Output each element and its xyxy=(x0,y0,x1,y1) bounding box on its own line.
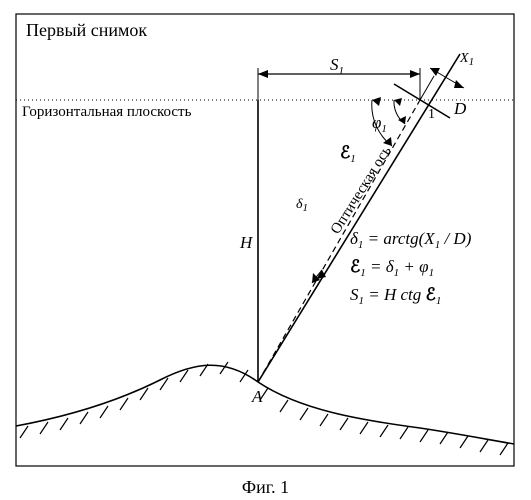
s1-arrow-right xyxy=(410,70,420,78)
delta1-label: δ1 xyxy=(296,197,308,214)
terrain-curve xyxy=(16,365,514,444)
eps1-label: ℰ1 xyxy=(340,143,356,165)
phi1-arrow-b xyxy=(398,116,406,124)
s1-arrow-left xyxy=(258,70,268,78)
h-label: H xyxy=(239,233,254,252)
optical-axis-label: Оптическая ось xyxy=(328,143,395,237)
horizontal-plane-label: Горизонтальная плоскость xyxy=(22,104,192,120)
formula-1: δ1 = arctg(X1 / D) xyxy=(350,229,472,251)
optical-ray-solid xyxy=(258,54,460,382)
x1-label: X1 xyxy=(459,51,474,68)
formula-2: ℰ1 = δ1 + φ1 xyxy=(350,257,434,279)
terrain-hatching xyxy=(20,362,508,455)
formulas-block: δ1 = arctg(X1 / D) ℰ1 = δ1 + φ1 S1 = H c… xyxy=(350,229,472,307)
x1-tick-bot xyxy=(420,76,434,100)
d-label: D xyxy=(453,99,467,118)
x1-tick-top xyxy=(444,59,457,80)
phi1-arrow-a xyxy=(394,98,402,106)
eps1-arrow-a xyxy=(372,97,381,106)
diagram-title: Первый снимок xyxy=(26,20,147,40)
x1-arrow-a xyxy=(430,68,440,76)
formula-3: S1 = H ctg ℰ1 xyxy=(350,285,441,307)
point-a-label: A xyxy=(251,387,263,406)
point-1-label: 1 xyxy=(428,107,435,122)
figure-caption: Фиг. 1 xyxy=(0,477,531,498)
s1-label: S1 xyxy=(330,55,344,77)
sensor-line xyxy=(394,84,450,118)
figure-container: Первый снимок Горизонтальная плоскость S… xyxy=(0,0,531,500)
x1-arrow-b xyxy=(454,80,464,88)
diagram-svg: Первый снимок Горизонтальная плоскость S… xyxy=(0,0,531,478)
